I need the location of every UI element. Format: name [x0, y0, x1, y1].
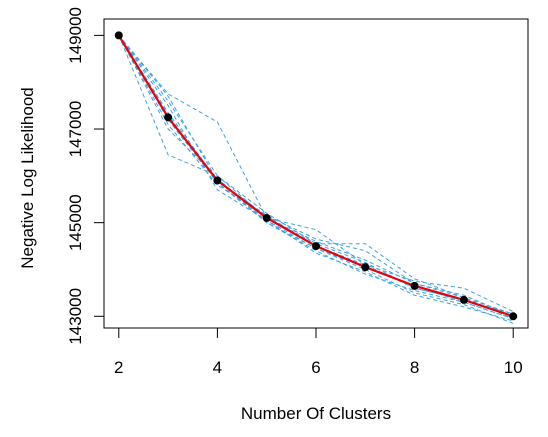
- x-tick-label: 8: [410, 358, 419, 377]
- mean-line: [114, 31, 518, 321]
- mean-series-point: [410, 281, 419, 290]
- mean-series-point: [509, 312, 518, 321]
- x-axis: 2 4 6 8 10: [114, 327, 523, 377]
- x-tick-label: 6: [311, 358, 320, 377]
- run-series-line: [118, 35, 514, 322]
- run-lines: [118, 35, 514, 324]
- y-tick-label: 149000: [66, 7, 85, 64]
- y-tick-label: 145000: [66, 194, 85, 251]
- mean-series-point: [262, 213, 271, 222]
- mean-series-point: [312, 242, 320, 251]
- x-axis-title: Number Of Clusters: [241, 404, 391, 423]
- x-tick-label: 4: [213, 358, 222, 377]
- y-axis: 143000 145000 147000 149000: [66, 7, 105, 345]
- x-tick-label: 2: [114, 358, 123, 377]
- plot-frame: [103, 18, 529, 329]
- mean-series-point: [213, 176, 222, 185]
- run-series-line: [118, 35, 514, 324]
- y-axis-title: Negative Log Likelihood: [18, 87, 37, 268]
- run-series-line: [118, 35, 514, 315]
- run-series-line: [118, 35, 514, 320]
- run-series-line: [118, 35, 514, 320]
- run-series-line: [118, 35, 514, 315]
- mean-series-point: [164, 113, 173, 122]
- y-tick-label: 143000: [66, 288, 85, 345]
- run-series-line: [118, 35, 514, 313]
- mean-series-point: [361, 263, 370, 272]
- mean-series-point: [114, 31, 123, 40]
- run-series-line: [118, 35, 514, 320]
- mean-series-line: [117, 34, 514, 318]
- x-tick-label: 10: [504, 358, 523, 377]
- mean-series-point: [459, 295, 468, 304]
- run-series-line: [118, 35, 514, 317]
- run-series-line: [118, 35, 514, 317]
- y-tick-label: 147000: [66, 101, 85, 158]
